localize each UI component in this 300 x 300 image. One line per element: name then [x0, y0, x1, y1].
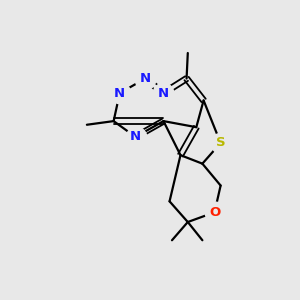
Text: N: N — [114, 87, 125, 100]
Point — [161, 91, 166, 95]
Point — [117, 91, 122, 95]
Text: N: N — [130, 130, 141, 143]
Point — [218, 141, 223, 146]
Point — [133, 134, 138, 139]
Text: N: N — [140, 72, 151, 85]
Text: N: N — [158, 87, 169, 100]
Point — [143, 76, 148, 81]
Text: S: S — [216, 136, 225, 149]
Text: O: O — [209, 206, 220, 219]
Point — [212, 210, 217, 215]
